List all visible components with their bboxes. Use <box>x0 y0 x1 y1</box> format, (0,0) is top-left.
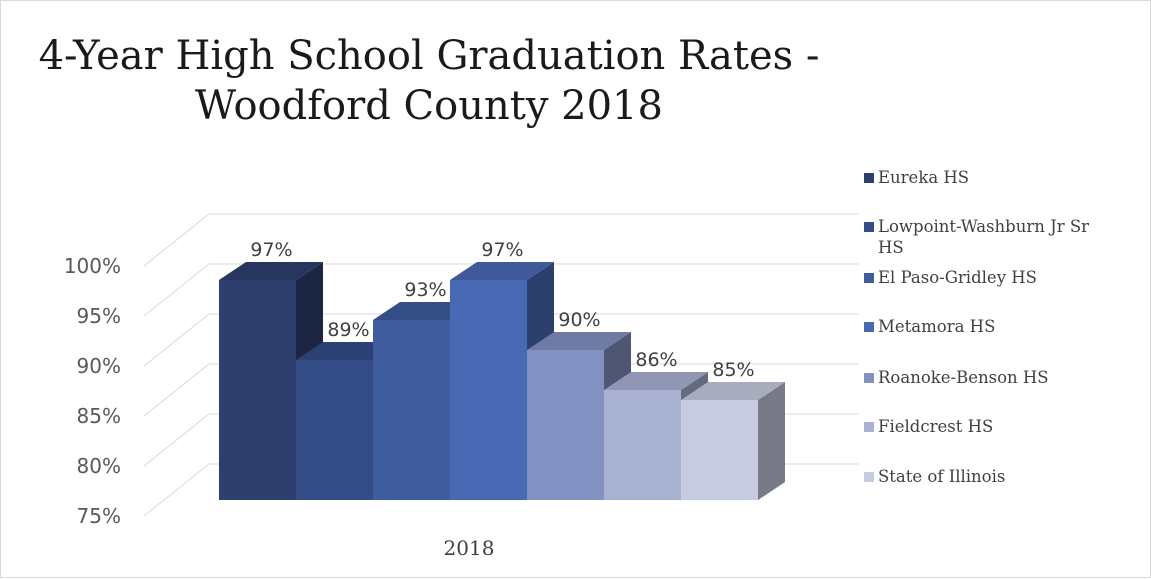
gridline-side <box>143 363 210 417</box>
bar-front-face <box>681 400 758 500</box>
bar-top-face <box>219 262 323 280</box>
y-tick-label: 95% <box>77 304 121 328</box>
data-label: 89% <box>327 319 369 341</box>
y-axis-ticks: 75% 80% 85% 90% 95% 100% <box>64 254 121 528</box>
chart-title-line-2: Woodford County 2018 <box>195 83 663 129</box>
bar-front-face <box>296 360 373 500</box>
data-label: 97% <box>250 239 292 261</box>
bar-top-face <box>450 262 554 280</box>
gridline-side <box>143 463 210 517</box>
legend-label: Fieldcrest HS <box>878 417 993 436</box>
legend-label-line-2: HS <box>878 238 904 257</box>
y-tick-label: 85% <box>77 404 121 428</box>
legend-label-line-1: Lowpoint-Washburn Jr Sr <box>878 217 1089 236</box>
y-tick-label: 90% <box>77 354 121 378</box>
bar-front-face <box>373 320 450 500</box>
bar-front-face <box>219 280 296 500</box>
legend-swatch <box>864 222 874 232</box>
bar-front-face <box>450 280 527 500</box>
data-label: 90% <box>558 309 600 331</box>
legend-label: Roanoke-Benson HS <box>878 368 1049 387</box>
y-tick-label: 80% <box>77 454 121 478</box>
bar-front-face <box>604 390 681 500</box>
y-tick-label: 75% <box>77 504 121 528</box>
legend-item: Lowpoint-Washburn Jr Sr HS <box>864 217 1089 257</box>
legend-swatch <box>864 373 874 383</box>
data-label: 93% <box>404 279 446 301</box>
gridline-side <box>143 313 210 367</box>
legend-swatch <box>864 322 874 332</box>
bar-7 <box>681 382 785 500</box>
y-tick-label: 100% <box>64 254 121 278</box>
legend-item: Eureka HS <box>864 168 969 187</box>
legend-item: Fieldcrest HS <box>864 417 993 436</box>
x-axis-categories: 2018 <box>444 536 495 560</box>
legend-item: Metamora HS <box>864 317 995 336</box>
legend-item: El Paso-Gridley HS <box>864 268 1037 287</box>
data-label: 85% <box>712 359 754 381</box>
legend-label: Eureka HS <box>878 168 969 187</box>
x-category-label: 2018 <box>444 536 495 560</box>
gridline-side <box>143 413 210 467</box>
data-label: 86% <box>635 349 677 371</box>
gridline-side <box>143 213 210 267</box>
gridline-side <box>143 263 210 317</box>
legend-label: Metamora HS <box>878 317 995 336</box>
legend-label: State of Illinois <box>878 467 1005 486</box>
bars <box>219 262 785 500</box>
legend-swatch <box>864 422 874 432</box>
bar-front-face <box>527 350 604 500</box>
legend-swatch <box>864 173 874 183</box>
bar-side-face <box>758 382 785 500</box>
bar-top-face <box>604 372 708 390</box>
legend-label: El Paso-Gridley HS <box>878 268 1037 287</box>
chart-title-line-1: 4-Year High School Graduation Rates - <box>39 33 820 79</box>
legend-item: Roanoke-Benson HS <box>864 368 1049 387</box>
data-labels: 97% 89% 93% 97% 90% 86% 85% <box>250 239 754 381</box>
legend-item: State of Illinois <box>864 467 1005 486</box>
legend-swatch <box>864 472 874 482</box>
legend: Eureka HS Lowpoint-Washburn Jr Sr HS El Pas… <box>864 168 1089 486</box>
bar-top-face <box>527 332 631 350</box>
legend-swatch <box>864 273 874 283</box>
data-label: 97% <box>481 239 523 261</box>
bar-top-face <box>681 382 785 400</box>
